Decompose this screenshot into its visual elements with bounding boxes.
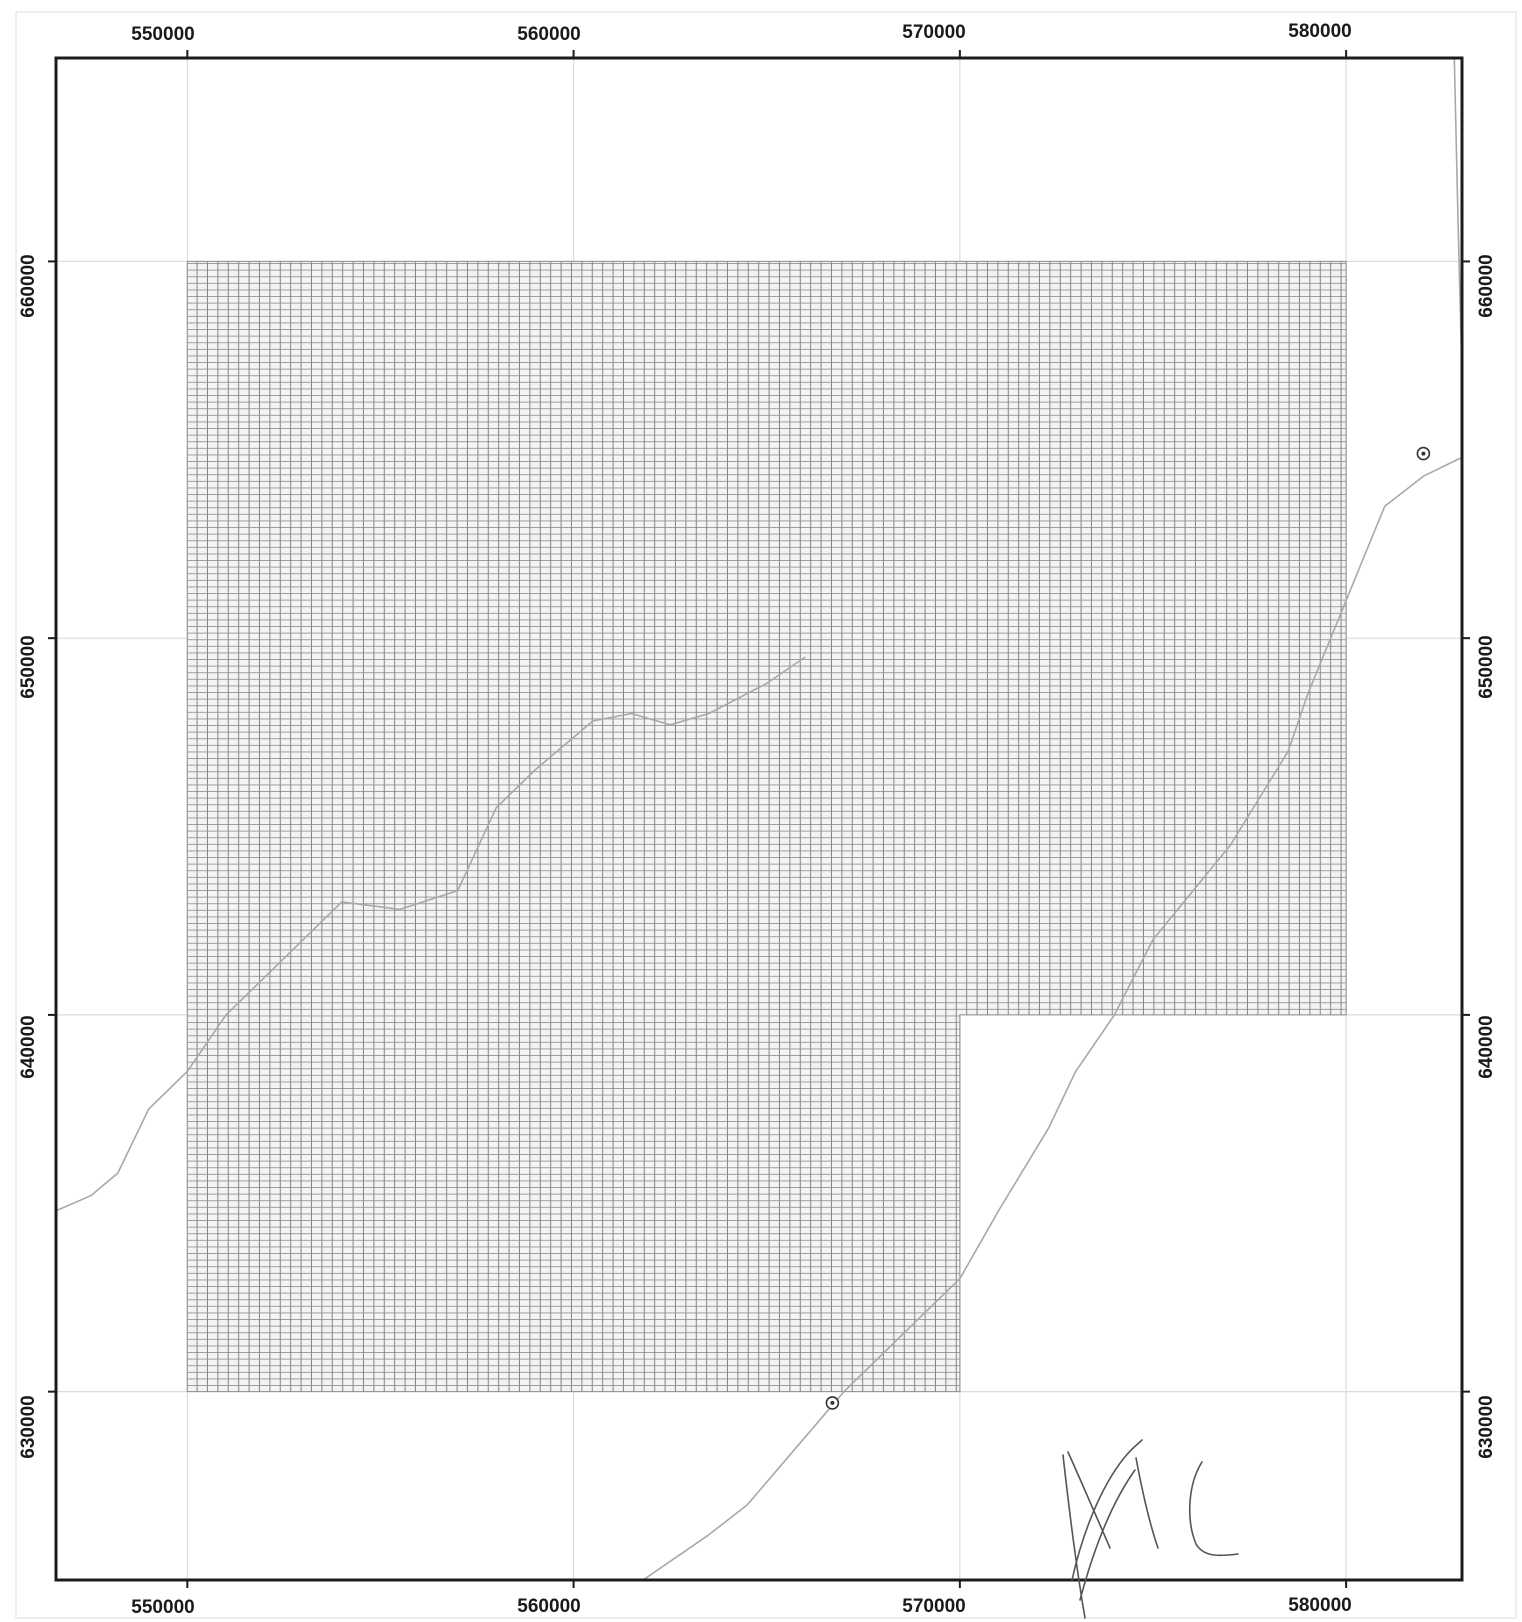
map-frame	[54, 56, 1464, 1582]
x-tick-label-bottom-550000: 550000	[131, 1597, 194, 1618]
x-tick-label-bottom-570000: 570000	[902, 1596, 965, 1617]
y-tick-label-right-640000: 640000	[1476, 1015, 1497, 1078]
hatched-area	[186, 260, 1347, 1393]
tick-marks	[48, 50, 1470, 1588]
point-symbol-1	[825, 1396, 840, 1410]
x-tick-label-bottom-580000: 580000	[1288, 1595, 1351, 1616]
y-tick-label-right-660000: 660000	[1476, 254, 1497, 317]
y-tick-label-right-630000: 630000	[1476, 1395, 1497, 1458]
river-line-1	[56, 656, 806, 1212]
y-tick-label-left-640000: 640000	[18, 1015, 39, 1078]
y-tick-label-left-650000: 650000	[18, 635, 39, 698]
x-tick-label-bottom-560000: 560000	[517, 1596, 580, 1617]
y-tick-label-left-660000: 660000	[18, 254, 39, 317]
y-tick-label-right-650000: 650000	[1476, 635, 1497, 698]
x-tick-label-top-550000: 550000	[131, 24, 194, 45]
y-tick-label-left-630000: 630000	[18, 1395, 39, 1458]
marker-layer	[825, 446, 1431, 1410]
x-tick-label-top-570000: 570000	[902, 22, 965, 43]
handwritten-signature	[1062, 1439, 1239, 1619]
hatched-area-layer	[186, 260, 1347, 1393]
x-tick-label-top-560000: 560000	[517, 24, 580, 45]
river-line-2	[642, 456, 1462, 1580]
point-symbol-2	[1416, 446, 1431, 461]
x-tick-label-top-580000: 580000	[1288, 21, 1351, 42]
outer-neatline	[15, 11, 1517, 1619]
